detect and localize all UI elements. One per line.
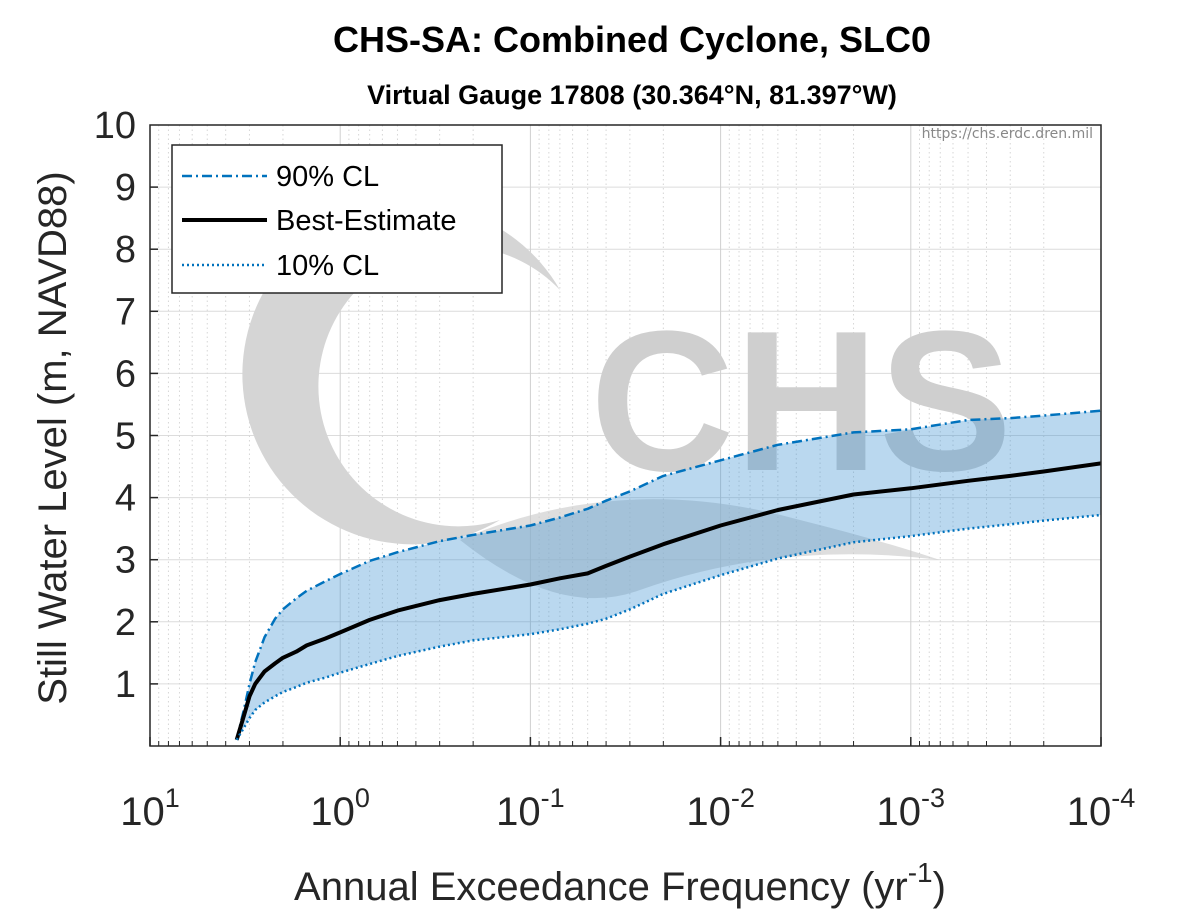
x-tick-base: 10 bbox=[310, 790, 355, 834]
y-tick-labels: 1 2 3 4 5 6 7 8 9 10 bbox=[94, 105, 136, 706]
y-tick-label: 4 bbox=[115, 478, 136, 520]
y-tick-label: 1 bbox=[115, 664, 136, 706]
x-tick-base: 10 bbox=[120, 790, 165, 834]
x-tick-exponent: 0 bbox=[355, 783, 370, 813]
chart-subtitle: Virtual Gauge 17808 (30.364°N, 81.397°W) bbox=[367, 80, 897, 110]
chart-title: CHS-SA: Combined Cyclone, SLC0 bbox=[333, 19, 931, 60]
x-tick-label: 101 bbox=[120, 783, 180, 834]
x-tick-base: 10 bbox=[877, 790, 922, 834]
x-tick-base: 10 bbox=[496, 790, 541, 834]
series-line-90cl bbox=[235, 409, 1101, 741]
y-tick-label: 9 bbox=[115, 167, 136, 209]
tick-marks bbox=[149, 186, 1102, 746]
x-tick-base: 10 bbox=[1067, 790, 1112, 834]
x-tick-exponent: -3 bbox=[921, 783, 945, 813]
x-tick-base: 10 bbox=[686, 790, 731, 834]
watermark-url: https://chs.erdc.dren.mil bbox=[922, 126, 1093, 142]
legend-label-10cl: 10% CL bbox=[276, 250, 379, 282]
y-axis-label: Still Water Level (m, NAVD88) bbox=[31, 171, 75, 704]
legend: 90% CL Best-Estimate 10% CL bbox=[171, 144, 503, 294]
x-axis-label-close: ) bbox=[933, 865, 946, 909]
y-tick-label: 5 bbox=[115, 416, 136, 458]
y-tick-label: 2 bbox=[115, 602, 136, 644]
x-tick-label: 10-3 bbox=[877, 783, 946, 834]
watermark-logo-text: CHS bbox=[590, 290, 1012, 513]
y-tick-label: 10 bbox=[94, 105, 136, 147]
y-tick-label: 6 bbox=[115, 353, 136, 395]
x-tick-label: 100 bbox=[310, 783, 370, 834]
x-tick-label: 10-1 bbox=[496, 783, 565, 834]
series-line-best-estimate bbox=[234, 461, 1101, 741]
legend-label-90cl: 90% CL bbox=[276, 161, 379, 193]
x-tick-label: 10-4 bbox=[1067, 783, 1136, 834]
x-tick-labels: 101 100 10-1 10-2 10-3 10-4 bbox=[120, 783, 1135, 834]
series-line-10cl bbox=[235, 513, 1101, 741]
x-tick-exponent: -1 bbox=[541, 783, 565, 813]
legend-label-best-estimate: Best-Estimate bbox=[276, 205, 457, 237]
y-tick-label: 8 bbox=[115, 229, 136, 271]
x-tick-exponent: -4 bbox=[1111, 783, 1135, 813]
x-axis-label: Annual Exceedance Frequency (yr-1) bbox=[294, 857, 946, 909]
x-tick-exponent: 1 bbox=[165, 783, 180, 813]
series-layer bbox=[234, 409, 1101, 741]
y-tick-label: 7 bbox=[115, 291, 136, 333]
x-axis-label-main: Annual Exceedance Frequency (yr bbox=[294, 865, 908, 909]
x-axis-label-exponent: -1 bbox=[908, 857, 933, 888]
y-tick-label: 3 bbox=[115, 540, 136, 582]
x-tick-exponent: -2 bbox=[731, 783, 755, 813]
x-tick-label: 10-2 bbox=[686, 783, 755, 834]
